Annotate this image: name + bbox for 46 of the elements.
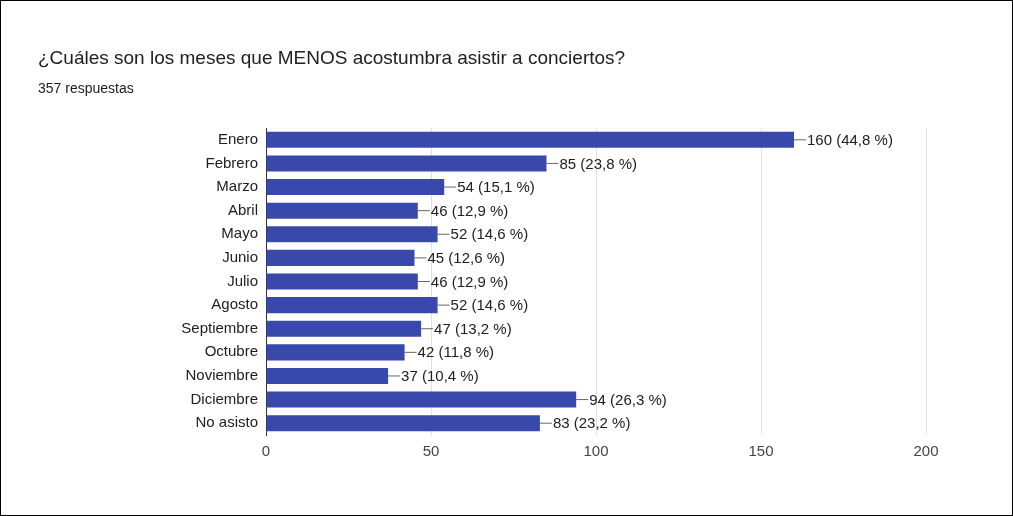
- y-tick-label: Marzo: [216, 177, 258, 195]
- data-label: 46 (12,9 %): [430, 201, 509, 219]
- data-label: 85 (23,8 %): [559, 154, 638, 172]
- bar: [266, 155, 547, 172]
- bar: [266, 249, 415, 266]
- data-label: 83 (23,2 %): [552, 414, 631, 432]
- data-label: 37 (10,4 %): [401, 367, 479, 385]
- y-tick-label: No asisto: [195, 413, 258, 431]
- bar: [266, 273, 418, 290]
- x-tick-label: 100: [583, 442, 609, 460]
- y-tick-label: Julio: [227, 271, 258, 289]
- data-label: 52 (14,6 %): [450, 296, 529, 314]
- bar: [266, 131, 794, 148]
- y-tick-label: Diciembre: [190, 389, 258, 407]
- data-label: 47 (13,2 %): [434, 319, 512, 337]
- y-tick-label: Agosto: [211, 295, 258, 313]
- y-tick-label: Enero: [217, 129, 258, 147]
- data-label: 52 (14,6 %): [450, 225, 529, 243]
- y-tick-label: Octubre: [204, 342, 258, 360]
- x-tick-label: 50: [422, 442, 440, 460]
- data-label: 45 (12,6 %): [427, 249, 506, 267]
- data-label: 160 (44,8 %): [807, 130, 893, 148]
- x-tick-label: 200: [913, 442, 939, 460]
- data-label: 46 (12,9 %): [430, 272, 509, 290]
- chart-title: ¿Cuáles son los meses que MENOS acostumbra asistir a conciertos?: [38, 47, 626, 69]
- x-tick-label: 0: [261, 442, 271, 460]
- bar: [266, 202, 418, 219]
- data-label: 42 (11,8 %): [417, 343, 495, 361]
- y-tick-label: Septiembre: [181, 318, 258, 336]
- bar: [266, 179, 445, 196]
- bar: [266, 297, 438, 314]
- bar: [266, 226, 438, 243]
- bar: [266, 367, 389, 384]
- y-tick-label: Junio: [222, 248, 258, 266]
- y-tick-label: Mayo: [221, 224, 258, 242]
- y-tick-label: Noviembre: [185, 366, 258, 384]
- bar: [266, 391, 577, 408]
- bar: [266, 344, 405, 361]
- bar: [266, 415, 540, 432]
- y-tick-label: Febrero: [205, 153, 258, 171]
- data-label: 54 (15,1 %): [457, 178, 535, 196]
- text: 357 respuestas: [38, 80, 134, 96]
- bar: [266, 320, 422, 337]
- x-tick-label: 150: [748, 442, 774, 460]
- data-label: 94 (26,3 %): [589, 390, 667, 408]
- y-tick-label: Abril: [227, 200, 258, 218]
